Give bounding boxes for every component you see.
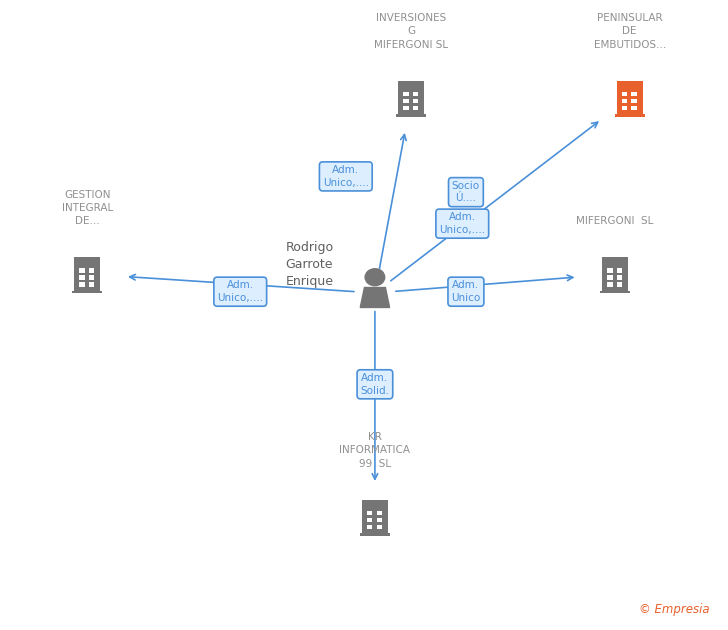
Bar	[607, 268, 612, 273]
Bar	[403, 92, 408, 96]
Bar	[403, 106, 408, 110]
Text: INVERSIONES
G
MIFERGONI SL: INVERSIONES G MIFERGONI SL	[374, 13, 448, 50]
Bar	[376, 518, 382, 522]
Bar	[79, 268, 84, 273]
Bar	[376, 525, 382, 529]
Bar	[617, 81, 643, 114]
Text: Rodrigo
Garrote
Enrique: Rodrigo Garrote Enrique	[285, 241, 333, 288]
Bar	[631, 99, 637, 103]
Bar	[413, 99, 419, 103]
Text: Adm.
Unico,....: Adm. Unico,....	[323, 165, 369, 188]
Text: KR
INFORMATICA
99  SL: KR INFORMATICA 99 SL	[339, 432, 411, 469]
Bar	[72, 290, 103, 293]
Bar	[622, 106, 627, 110]
Bar	[614, 114, 645, 117]
Text: MIFERGONI  SL: MIFERGONI SL	[577, 216, 654, 226]
Bar	[622, 99, 627, 103]
Bar	[398, 81, 424, 114]
Bar	[89, 282, 95, 287]
Text: Adm.
Unico,....: Adm. Unico,....	[217, 280, 264, 303]
Bar	[607, 275, 612, 280]
Bar	[631, 92, 637, 96]
Bar	[79, 275, 84, 280]
Bar	[413, 92, 419, 96]
Bar	[89, 275, 95, 280]
Bar	[79, 282, 84, 287]
Bar	[367, 518, 372, 522]
Bar	[631, 106, 637, 110]
Bar	[74, 258, 100, 290]
Bar	[413, 106, 419, 110]
Bar	[367, 525, 372, 529]
Bar	[360, 533, 390, 536]
Text: PENINSULAR
DE
EMBUTIDOS...: PENINSULAR DE EMBUTIDOS...	[593, 13, 666, 50]
Text: Socio
Ú....: Socio Ú....	[452, 181, 480, 203]
Polygon shape	[360, 287, 389, 307]
Text: Adm.
Solid.: Adm. Solid.	[360, 373, 389, 396]
Bar	[367, 511, 372, 515]
Bar	[607, 282, 612, 287]
Bar	[617, 268, 622, 273]
Bar	[617, 282, 622, 287]
Bar	[602, 258, 628, 290]
Bar	[396, 114, 427, 117]
Circle shape	[365, 269, 384, 285]
Text: © Empresia: © Empresia	[639, 603, 710, 616]
Bar	[362, 500, 388, 533]
Bar	[376, 511, 382, 515]
Bar	[89, 268, 95, 273]
Text: Adm.
Unico,....: Adm. Unico,....	[439, 212, 486, 235]
Bar	[600, 290, 630, 293]
Text: Adm.
Unico: Adm. Unico	[451, 280, 480, 303]
Bar	[622, 92, 627, 96]
Bar	[403, 99, 408, 103]
Bar	[617, 275, 622, 280]
Text: GESTION
INTEGRAL
DE...: GESTION INTEGRAL DE...	[62, 190, 113, 226]
